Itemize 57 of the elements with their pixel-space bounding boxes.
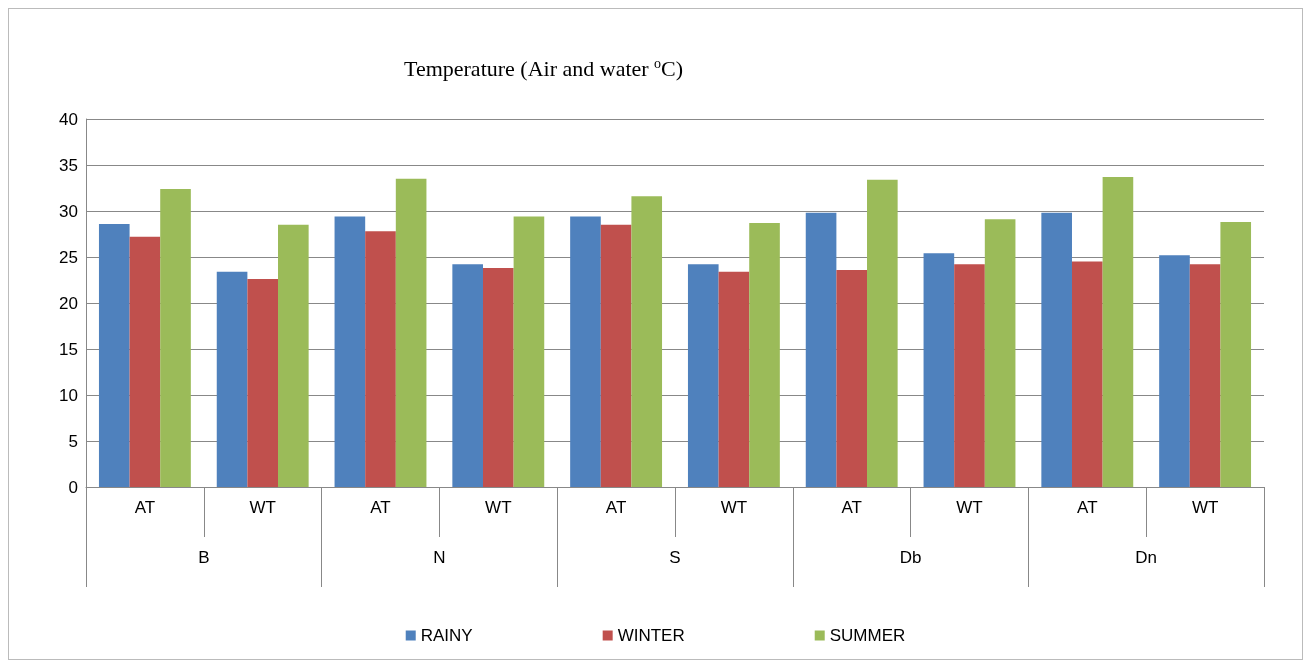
bar [513, 216, 545, 487]
bar [718, 271, 750, 487]
y-tick-label: 15 [59, 339, 78, 359]
y-tick-label: 25 [59, 247, 78, 267]
y-tick-label: 0 [68, 477, 78, 497]
x-tick-label: WT [720, 498, 748, 517]
bar [805, 212, 837, 487]
bar [836, 269, 868, 487]
bar [923, 253, 955, 487]
y-tick-label: 5 [68, 431, 78, 451]
x-tick-label: AT [370, 498, 391, 517]
bar [570, 216, 601, 487]
text: B [198, 548, 210, 567]
bar [98, 223, 130, 487]
bar [984, 219, 1016, 487]
y-tick-label: 30 [59, 201, 78, 221]
x-tick-label: AT [605, 498, 627, 517]
y-tick-label: 35 [59, 155, 78, 175]
y-tick-label: 20 [59, 293, 78, 313]
x-tick-label: WT [249, 498, 276, 517]
bar [867, 179, 898, 487]
x-tick-label: WT [1191, 498, 1219, 517]
bar [1220, 222, 1252, 487]
bar [482, 268, 514, 487]
x-tick-label: WT [956, 498, 983, 517]
legend-label: WINTER [617, 626, 685, 645]
bar [749, 222, 780, 487]
text: N [433, 548, 446, 567]
bar [1102, 176, 1134, 487]
bar [129, 236, 161, 487]
bar [600, 224, 632, 487]
bar [160, 188, 191, 487]
text: Db [899, 548, 922, 567]
bar [687, 264, 719, 487]
bar [1159, 255, 1190, 487]
bar [247, 279, 279, 487]
bar [395, 178, 427, 487]
bar [216, 271, 248, 487]
text: S [669, 548, 681, 567]
y-tick-label: 40 [59, 109, 78, 129]
bar [452, 264, 483, 487]
x-tick-label: WT [485, 498, 512, 517]
bar [334, 216, 366, 487]
bar [1041, 212, 1072, 487]
text: Dn [1135, 548, 1158, 567]
bar [1071, 261, 1103, 487]
y-tick-label: 10 [59, 385, 78, 405]
bar [954, 264, 985, 487]
bar [278, 224, 309, 487]
bar [365, 231, 396, 487]
legend-label: SUMMER [829, 626, 906, 645]
bar [1189, 264, 1221, 487]
legend-label: RAINY [420, 626, 473, 645]
bar [631, 196, 663, 487]
x-tick-label: AT [1077, 498, 1098, 517]
x-tick-label: AT [841, 498, 862, 517]
x-tick-label: AT [134, 498, 156, 517]
